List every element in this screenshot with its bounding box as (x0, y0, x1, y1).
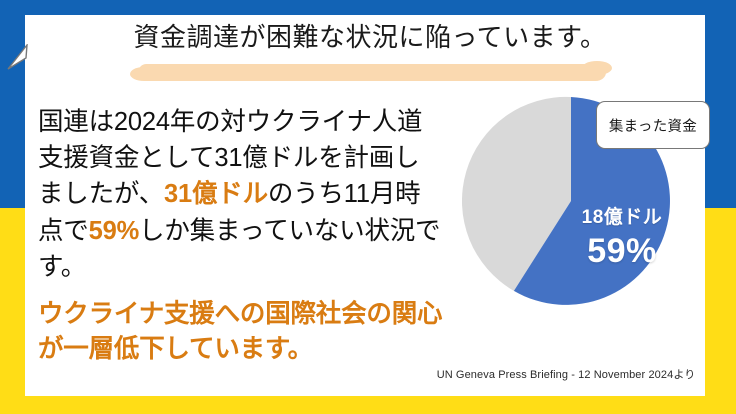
body-paragraph: 国連は2024年の対ウクライナ人道支援資金として31億ドルを計画しましたが、31… (38, 104, 443, 285)
frame-bar-top (0, 0, 736, 15)
frame-bar-bottom (0, 396, 736, 414)
frame-bar-left-blue (0, 0, 25, 208)
source-citation: UN Geneva Press Briefing - 12 November 2… (436, 369, 696, 381)
accent-paragraph: ウクライナ支援への国際社会の関心が一層低下しています。 (38, 300, 443, 364)
frame-bar-right-blue (705, 0, 736, 208)
title-text: 資金調達が困難な状況に陥っています。 (133, 22, 607, 52)
page-title: 資金調達が困難な状況に陥っています。 (25, 22, 715, 81)
frame-bar-left-yellow (0, 208, 25, 414)
callout-tail-icon (7, 44, 28, 70)
pie-label-percent: 59% (587, 232, 657, 270)
callout-label: 集まった資金 (608, 118, 698, 135)
title-highlight-marker (130, 61, 612, 81)
frame-bar-right-yellow (705, 208, 736, 414)
body-highlight-percent: 59% (88, 216, 140, 245)
pie-label-amount: 18億ドル (581, 207, 663, 228)
pie-slice-remaining (462, 96, 571, 291)
body-part-2: のうち11月時点で (38, 180, 421, 245)
body-highlight-amount: 31億ドル (164, 180, 268, 209)
body-part-1: 国連は2024年の対ウクライナ人道支援資金として31億ドルを計画しましたが、 (38, 108, 423, 209)
callout-bubble: 集まった資金 (596, 101, 710, 149)
body-part-3: しか集まっていない状況です。 (38, 216, 441, 281)
body-text-column: 国連は2024年の対ウクライナ人道支援資金として31億ドルを計画しましたが、31… (38, 104, 443, 367)
